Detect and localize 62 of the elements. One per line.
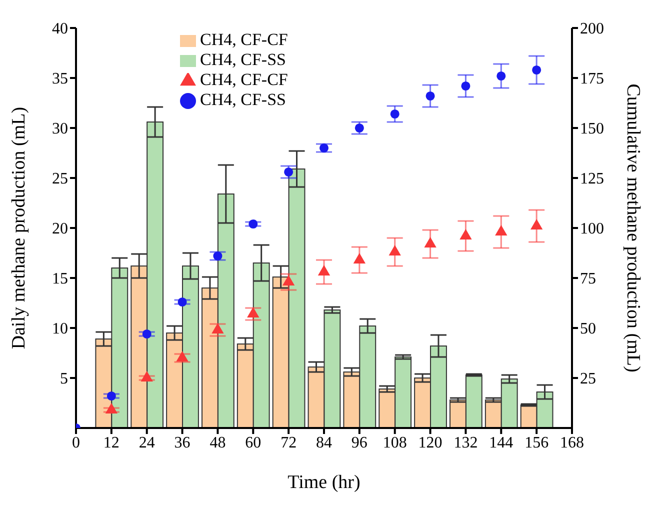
y-tick-label: 10 [52,320,68,338]
y2-tick-label: 150 [580,120,604,138]
x-tick-label: 120 [418,434,442,452]
point [282,274,295,286]
point [461,81,470,91]
point [178,297,187,307]
x-tick-label: 12 [103,434,120,452]
point [496,71,506,81]
y2-axis-title: Cumulative methane production (mL) [622,84,644,372]
x-tick-label: 108 [382,434,407,452]
y-tick-label: 20 [52,220,68,238]
legend-label: CH4, CF-CF [200,70,288,89]
y2-tick-label: 175 [580,70,604,88]
x-tick-label: 60 [245,434,262,452]
point [390,109,400,119]
y2-tick-label: 200 [580,20,604,38]
x-tick-label: 84 [316,434,332,452]
x-tick-label: 168 [560,434,584,452]
point [424,236,436,248]
x-tick-label: 96 [351,434,368,452]
y2-tick-label: 100 [580,220,604,238]
x-tick-label: 36 [174,434,190,452]
point [284,167,294,177]
x-tick-label: 132 [454,434,478,452]
x-tick-label: 144 [489,434,514,452]
x-axis-title: Time (hr) [288,472,360,493]
y-tick-label: 35 [52,70,68,88]
y2-tick-label: 75 [580,270,596,288]
point [213,251,222,261]
point [212,322,224,334]
x-tick-label: 24 [138,434,155,452]
y-tick-label: 40 [52,20,68,38]
x-tick-label: 72 [280,434,297,452]
point [248,219,258,229]
x-tick-label: 0 [72,434,80,452]
y-tick-label: 25 [52,170,68,188]
point [354,123,364,133]
point [530,218,543,230]
point [426,91,435,101]
point [532,65,542,75]
x-tick-label: 156 [524,434,549,452]
legend-label: CH4, CF-CF [200,30,288,49]
point [319,143,329,153]
y-tick-label: 30 [52,120,68,138]
legend-label: CH4, CF-SS [200,90,286,109]
x-tick-label: 48 [210,434,226,452]
point [460,228,472,240]
point [176,350,188,362]
point [353,252,366,264]
y2-tick-label: 25 [580,370,596,388]
point [140,370,153,382]
point [247,306,260,318]
y2-tick-label: 125 [580,170,604,188]
legend-label: CH4, CF-SS [200,50,286,69]
point [388,244,401,256]
y-axis-title: Daily methane production (mL) [8,106,30,350]
point [318,264,330,276]
point [495,224,508,236]
y-tick-label: 5 [60,370,68,388]
y-tick-label: 15 [52,270,68,288]
point [105,402,118,414]
y2-tick-label: 50 [580,320,596,338]
